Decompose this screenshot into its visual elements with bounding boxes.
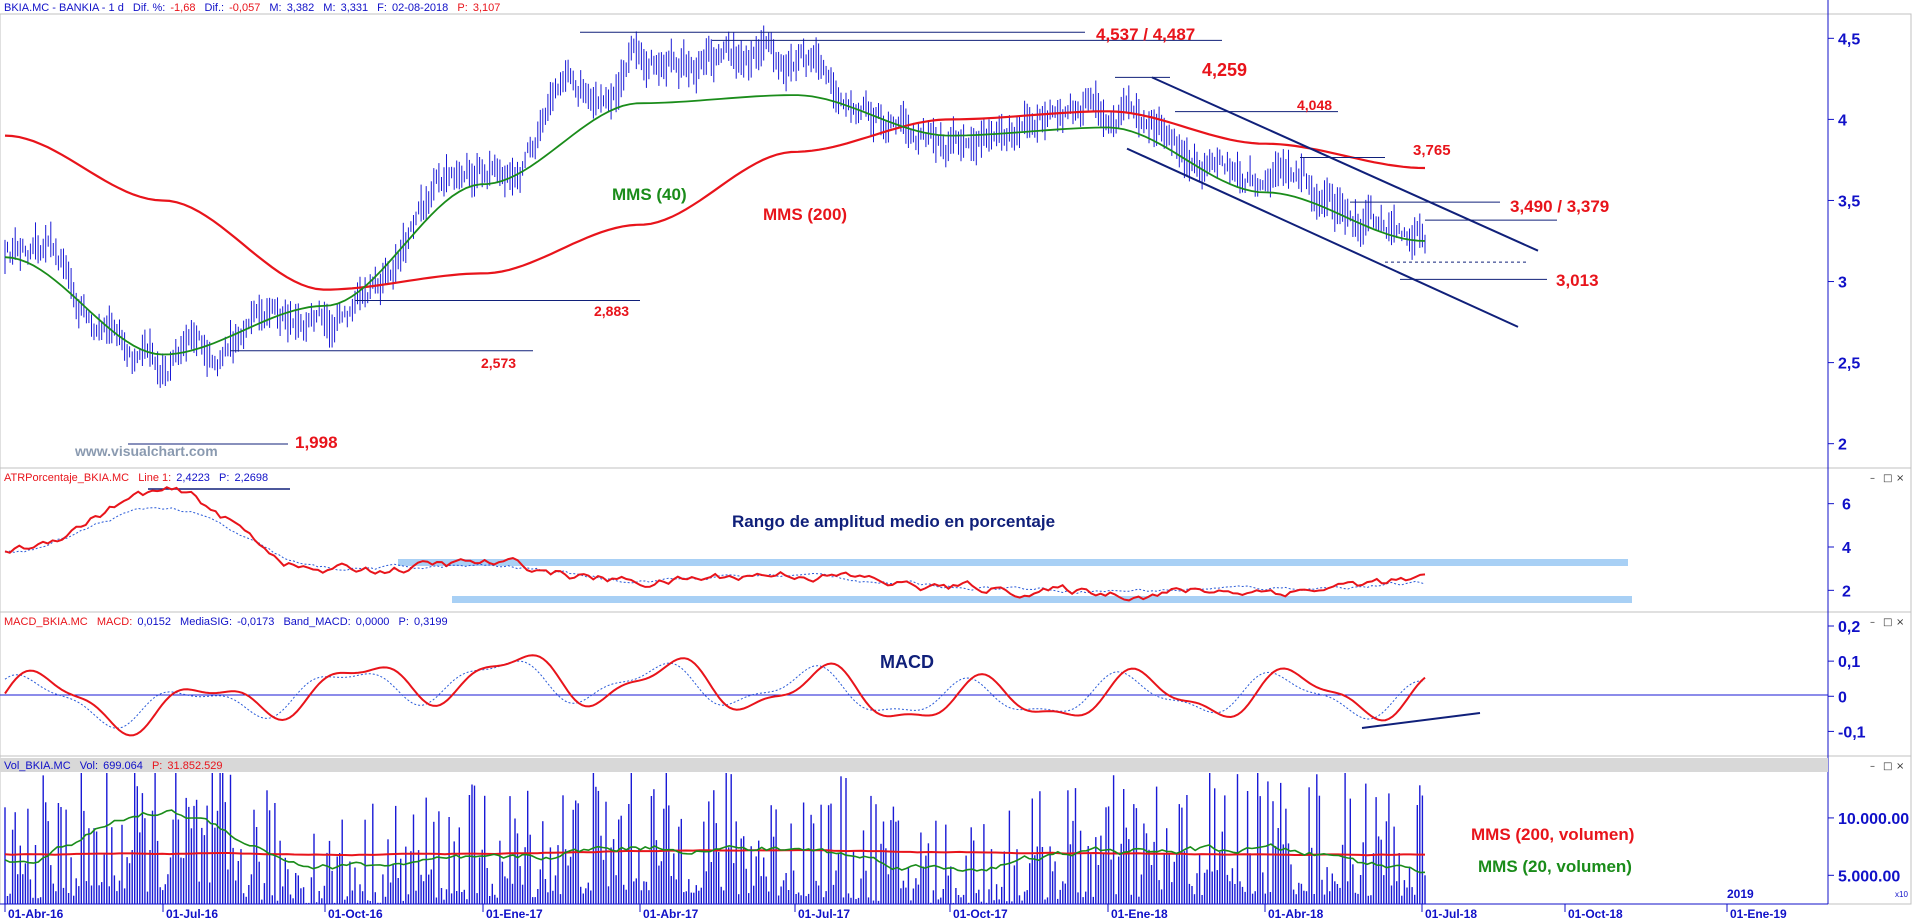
mms200-line (4, 110, 1426, 291)
price-y-tick: 2 (1838, 437, 1847, 454)
close-button[interactable]: × (1896, 761, 1904, 772)
mms40-label: MMS (40) (612, 185, 687, 204)
level-label-4259: 4,259 (1202, 60, 1247, 80)
minimize-button[interactable]: – (1870, 617, 1875, 628)
channel-upper-line (1151, 76, 1539, 252)
price-y-tick: 4 (1838, 112, 1847, 129)
level-label-4537: 4,537 / 4,487 (1096, 25, 1195, 44)
macd-y-tick: 0 (1838, 689, 1847, 706)
x-tick: 01-Oct-17 (953, 907, 1008, 921)
watermark: www.visualchart.com (74, 443, 218, 459)
macd-line (4, 654, 1426, 737)
macd-title: MACD (880, 652, 934, 672)
maximize-button[interactable]: □ (1883, 617, 1892, 628)
macd-y-tick: -0,1 (1838, 724, 1866, 741)
level-label-3765: 3,765 (1413, 142, 1451, 159)
price-y-tick: 3 (1838, 275, 1847, 292)
macd-divergence-line (1361, 712, 1481, 729)
x-tick: 01-Oct-18 (1568, 907, 1623, 921)
atr-y-axis: 6 4 2 (1828, 497, 1851, 600)
price-y-tick: 2,5 (1838, 356, 1860, 373)
mms200-label: MMS (200) (763, 205, 847, 224)
close-button[interactable]: × (1896, 617, 1904, 628)
macd-header: MACD_BKIA.MC MACD: 0,0152 MediaSIG: -0,0… (4, 616, 448, 628)
volume-header: Vol_BKIA.MC Vol: 699.064 P: 31.852.529 (4, 760, 222, 772)
price-bars (4, 25, 1426, 388)
level-label-2573: 2,573 (481, 355, 516, 371)
channel-lower-line (1126, 147, 1519, 328)
level-label-4048: 4,048 (1297, 97, 1332, 113)
minimize-button[interactable]: – (1870, 761, 1875, 772)
volume-mms20-label: MMS (20, volumen) (1478, 857, 1632, 876)
level-label-1998: 1,998 (295, 433, 338, 452)
atr-y-tick: 2 (1842, 583, 1851, 600)
macd-y-tick: 0,2 (1838, 619, 1860, 636)
volume-scale-note: x10 (1895, 890, 1908, 899)
x-tick: 01-Jul-18 (1425, 907, 1477, 921)
x-tick: 01-Ene-17 (486, 907, 543, 921)
atr-y-tick: 4 (1842, 540, 1851, 557)
maximize-button[interactable]: □ (1883, 473, 1892, 484)
volume-mms200-label: MMS (200, volumen) (1471, 825, 1634, 844)
volume-mms200-line (4, 849, 1425, 857)
close-button[interactable]: × (1896, 473, 1904, 484)
atr-panel: ATRPorcentaje_BKIA.MC Line 1: 2,4223 P: … (4, 472, 1851, 603)
support-resistance-lines (128, 31, 1557, 445)
x-tick: 01-Abr-16 (8, 907, 64, 921)
year-label: 2019 (1727, 887, 1754, 901)
x-tick: 01-Ene-18 (1111, 907, 1168, 921)
x-tick: 01-Oct-16 (328, 907, 383, 921)
x-tick: 01-Abr-18 (1268, 907, 1324, 921)
macd-y-axis: 0,2 0,1 0 -0,1 (1828, 619, 1866, 741)
volume-panel: Vol_BKIA.MC Vol: 699.064 P: 31.852.529 M… (0, 758, 1909, 904)
volume-y-axis: 10.000.00 5.000.00 (1828, 811, 1909, 885)
price-panel: BKIA.MC - BANKIA - 1 d Dif. %: -1,68 Dif… (4, 2, 1860, 459)
volume-y-tick: 5.000.00 (1838, 868, 1900, 885)
atr-lower-band (452, 596, 1632, 603)
x-tick: 01-Ene-19 (1730, 907, 1787, 921)
atr-line (4, 486, 1426, 602)
x-tick: 01-Abr-17 (643, 907, 699, 921)
price-y-axis: 4,5 4 3,5 3 2,5 2 (1828, 31, 1860, 454)
volume-bars (4, 773, 1426, 904)
macd-panel: MACD_BKIA.MC MACD: 0,0152 MediaSIG: -0,0… (0, 616, 1866, 741)
macd-signal-line (4, 660, 1426, 729)
mms40-line (4, 94, 1426, 356)
x-tick: 01-Jul-17 (798, 907, 850, 921)
price-y-tick: 3,5 (1838, 193, 1860, 210)
level-label-3013: 3,013 (1556, 271, 1599, 290)
price-header: BKIA.MC - BANKIA - 1 d Dif. %: -1,68 Dif… (4, 2, 500, 14)
x-axis: 01-Abr-16 01-Jul-16 01-Oct-16 01-Ene-17 01-A… (0, 903, 1828, 921)
atr-title: Rango de amplitud medio en porcentaje (732, 512, 1055, 531)
macd-y-tick: 0,1 (1838, 654, 1860, 671)
maximize-button[interactable]: □ (1883, 761, 1892, 772)
atr-y-tick: 6 (1842, 497, 1851, 514)
atr-upper-band (398, 559, 1628, 566)
level-label-2883: 2,883 (594, 303, 629, 319)
volume-y-tick: 10.000.00 (1838, 811, 1909, 828)
x-tick: 01-Jul-16 (166, 907, 218, 921)
atr-signal-line (4, 507, 1426, 595)
atr-header: ATRPorcentaje_BKIA.MC Line 1: 2,4223 P: … (4, 472, 268, 484)
panel-window-buttons: – □ ×– □ ×– □ × (1870, 473, 1904, 772)
level-label-3490: 3,490 / 3,379 (1510, 197, 1609, 216)
price-y-tick: 4,5 (1838, 31, 1860, 48)
minimize-button[interactable]: – (1870, 473, 1875, 484)
volume-mms20-line (4, 809, 1426, 874)
